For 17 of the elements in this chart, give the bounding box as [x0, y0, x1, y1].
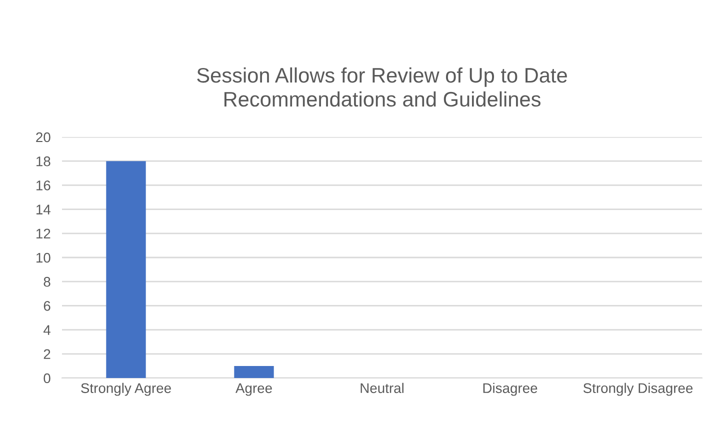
x-tick-label: Strongly Agree — [81, 382, 171, 396]
x-tick-label: Neutral — [360, 382, 404, 394]
y-tick-label: 18 — [36, 156, 50, 166]
x-tick-label: Agree — [236, 383, 272, 396]
y-tick-label: 6 — [44, 301, 50, 311]
y-tick-label: 4 — [43, 325, 50, 335]
y-tick-label: 0 — [44, 373, 50, 384]
y-tick-label: 20 — [36, 132, 50, 142]
chart-title: Session Allows for Review of Up to Date Recommendations and Guidelines — [197, 67, 567, 107]
y-tick-label: 12 — [36, 228, 50, 238]
x-tick-label: Disagree — [483, 382, 538, 396]
y-tick-label: 14 — [36, 204, 50, 214]
y-tick-label: 10 — [36, 252, 50, 263]
y-tick-label: 8 — [44, 276, 50, 287]
y-tick-label: 2 — [44, 349, 50, 359]
x-tick-label: Strongly Disagree — [583, 382, 693, 396]
y-tick-label: 16 — [36, 180, 50, 190]
